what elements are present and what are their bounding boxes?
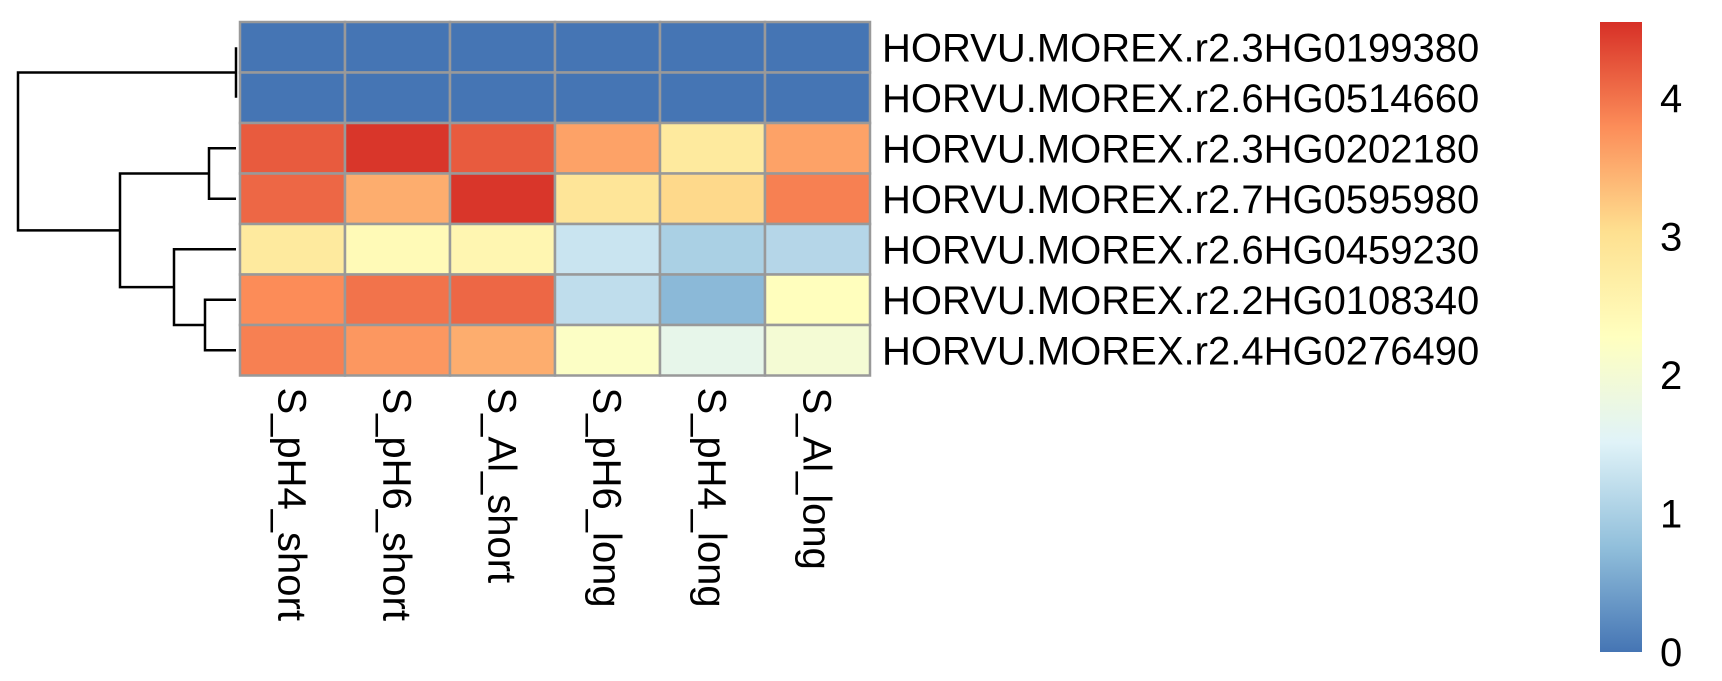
heatmap-cell — [238, 121, 347, 175]
heatmap-cell — [763, 273, 872, 327]
row-label: HORVU.MOREX.r2.3HG0199380 — [882, 26, 1479, 70]
column-label: S_pH6_short — [375, 388, 419, 621]
legend-tick-label: 1 — [1660, 493, 1682, 537]
heatmap-cell — [238, 222, 347, 276]
heatmap-cell — [763, 222, 872, 276]
heatmap-cell — [448, 121, 557, 175]
row-dendrogram — [16, 47, 238, 352]
legend-tick-label: 0 — [1660, 631, 1682, 675]
heatmap-cell — [658, 71, 767, 125]
legend-color-bar — [1600, 22, 1642, 652]
column-label: S_pH4_short — [270, 388, 314, 621]
heatmap-cell — [553, 222, 662, 276]
heatmap-cell — [658, 172, 767, 226]
heatmap-cell — [553, 71, 662, 125]
legend-tick-label: 2 — [1660, 354, 1682, 398]
heatmap-cell — [238, 323, 347, 377]
row-labels: HORVU.MOREX.r2.3HG0199380 HORVU.MOREX.r2.… — [882, 26, 1479, 373]
column-label: S_pH4_long — [690, 388, 734, 608]
column-label: S_Al_long — [795, 388, 839, 570]
heatmap-cell — [238, 273, 347, 327]
heatmap-cell — [658, 20, 767, 74]
heatmap-cell — [448, 71, 557, 125]
heatmap-cells — [238, 20, 872, 377]
heatmap-cell — [658, 273, 767, 327]
legend-ticks: 0 1 2 3 4 — [1660, 77, 1682, 675]
heatmap-cell — [343, 20, 452, 74]
legend-tick-label: 3 — [1660, 216, 1682, 260]
heatmap-cell — [343, 323, 452, 377]
heatmap-cell — [553, 172, 662, 226]
heatmap-cell — [553, 20, 662, 74]
heatmap-cell — [343, 172, 452, 226]
heatmap-cell — [763, 323, 872, 377]
heatmap-cell — [448, 323, 557, 377]
heatmap-cell — [658, 121, 767, 175]
row-label: HORVU.MOREX.r2.6HG0514660 — [882, 77, 1479, 121]
heatmap-cell — [238, 20, 347, 74]
row-label: HORVU.MOREX.r2.3HG0202180 — [882, 127, 1479, 171]
legend-tick-label: 4 — [1660, 77, 1682, 121]
heatmap-cell — [448, 222, 557, 276]
heatmap-cell — [343, 273, 452, 327]
heatmap-cell — [553, 121, 662, 175]
heatmap-cell — [343, 222, 452, 276]
heatmap-cell — [763, 172, 872, 226]
heatmap-cell — [343, 71, 452, 125]
heatmap-cell — [238, 172, 347, 226]
row-label: HORVU.MOREX.r2.4HG0276490 — [882, 329, 1479, 373]
dendrogram-branch — [203, 298, 236, 352]
heatmap-cell — [448, 20, 557, 74]
heatmap-cell — [763, 71, 872, 125]
heatmap-cell — [448, 273, 557, 327]
heatmap-cell — [238, 71, 347, 125]
row-label: HORVU.MOREX.r2.2HG0108340 — [882, 279, 1479, 323]
heatmap-cell — [553, 323, 662, 377]
heatmap-cell — [343, 121, 452, 175]
column-label: S_pH6_long — [585, 388, 629, 608]
column-labels: S_pH4_short S_pH6_short S_Al_short S_pH6_lo… — [270, 388, 839, 621]
dendrogram-branch — [16, 71, 236, 232]
heatmap-cell — [658, 323, 767, 377]
heatmap-cell — [658, 222, 767, 276]
dendrogram-branch — [118, 172, 209, 289]
heatmap-cell — [763, 20, 872, 74]
heatmap-cell — [448, 172, 557, 226]
color-legend: 0 1 2 3 4 — [1600, 22, 1682, 675]
heatmap-cell — [553, 273, 662, 327]
dendrogram-branch — [207, 147, 236, 200]
heatmap-cell — [763, 121, 872, 175]
row-label: HORVU.MOREX.r2.7HG0595980 — [882, 178, 1479, 222]
row-label: HORVU.MOREX.r2.6HG0459230 — [882, 228, 1479, 272]
column-label: S_Al_short — [480, 388, 524, 584]
